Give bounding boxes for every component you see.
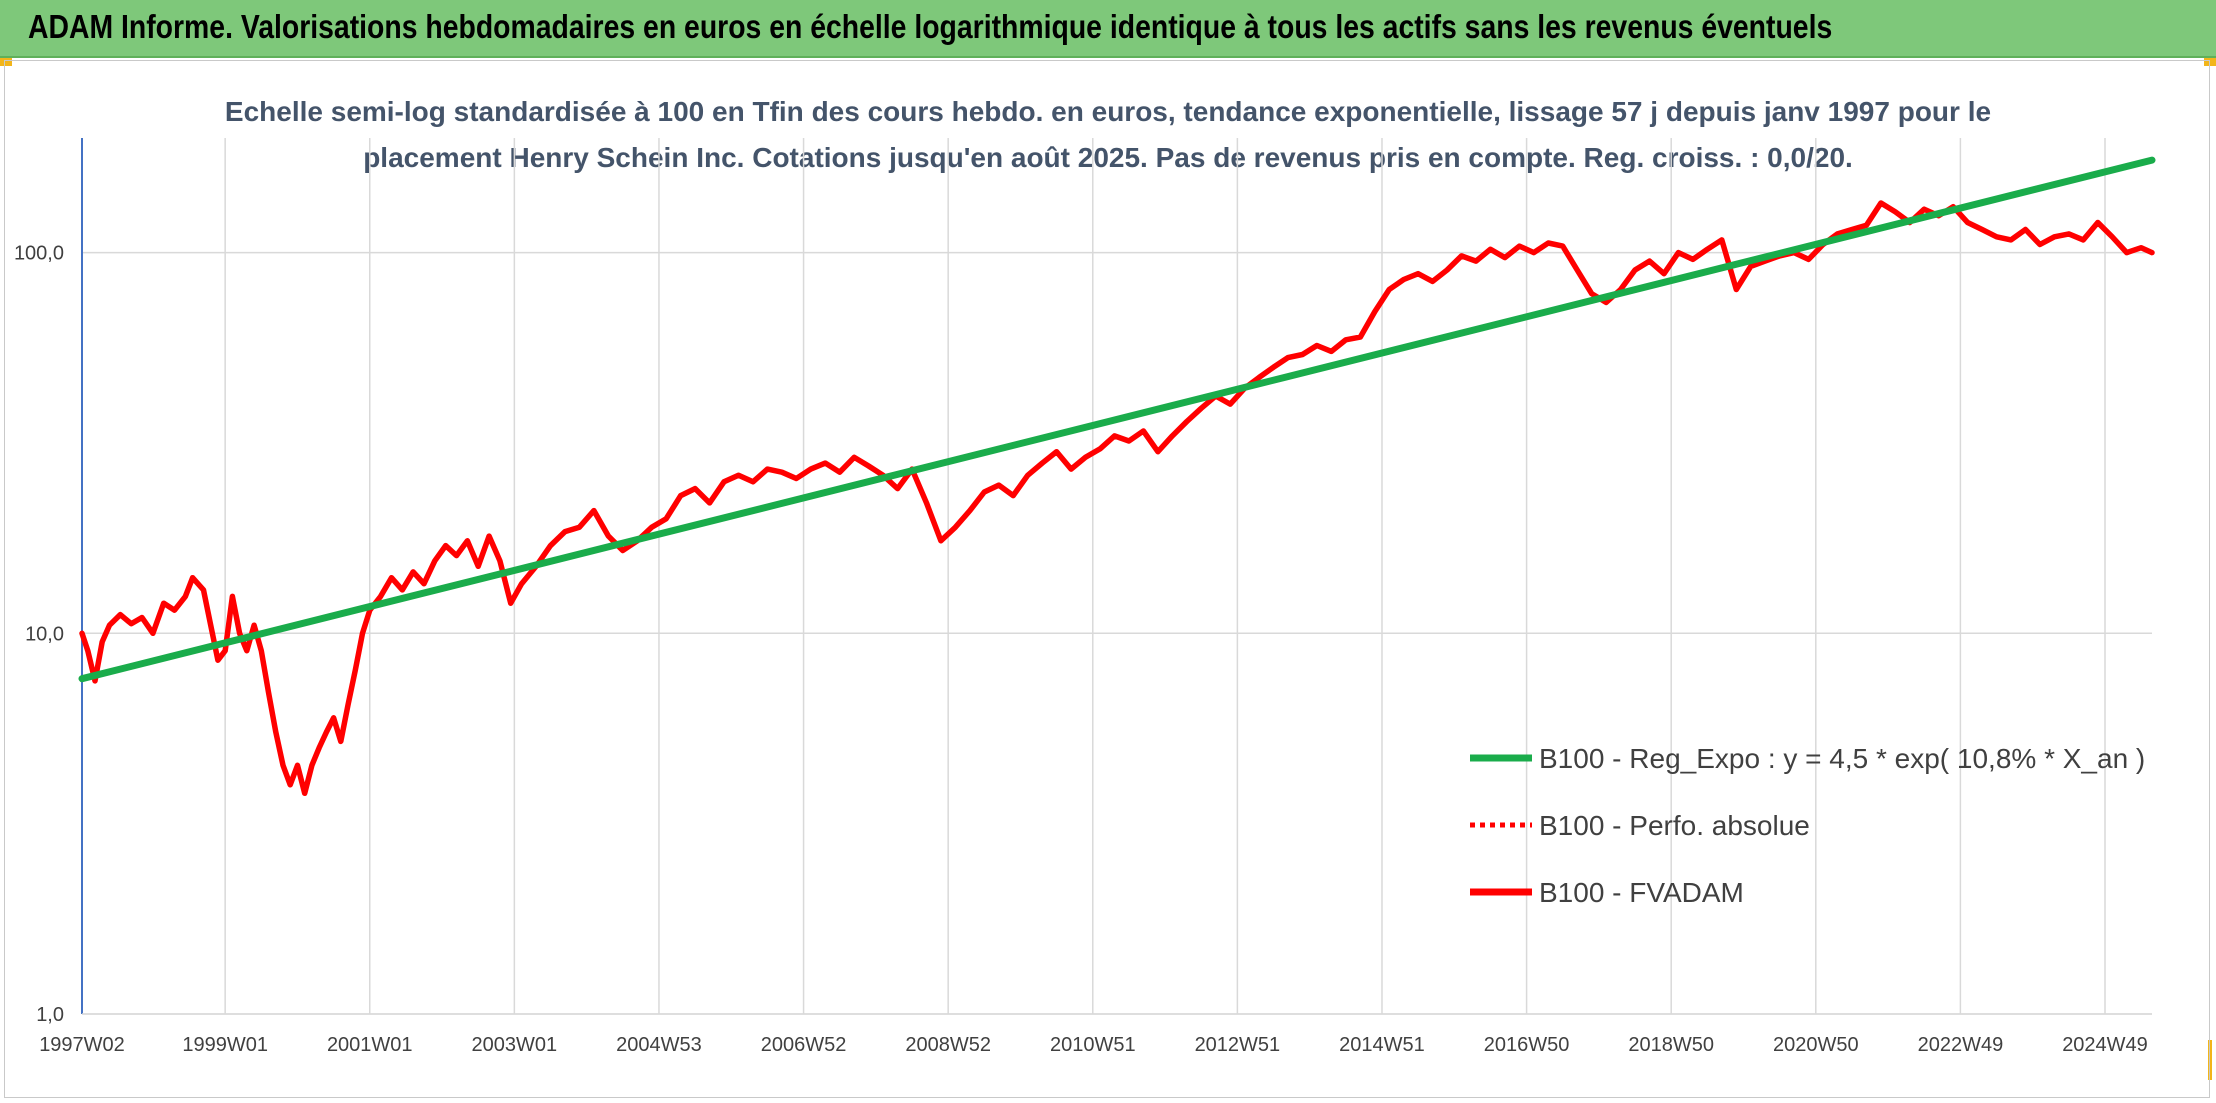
x-tick-label: 2020W50	[1773, 1034, 1859, 1056]
x-tick-label: 2004W53	[616, 1034, 702, 1056]
x-tick-label: 2024W49	[2062, 1034, 2148, 1056]
x-tick-label: 2018W50	[1628, 1034, 1714, 1056]
chart-frame	[4, 60, 2210, 1098]
corner-marker-bottom-right	[2208, 1040, 2212, 1080]
x-tick-label: 2001W01	[327, 1034, 413, 1056]
legend: B100 - Reg_Expo : y = 4,5 * exp( 10,8% *…	[1470, 743, 2145, 908]
page-title: ADAM Informe. Valorisations hebdomadaire…	[28, 8, 1833, 45]
price-line	[79, 200, 2155, 797]
corner-marker-top-right	[2204, 58, 2216, 66]
legend-label: B100 - FVADAM	[1539, 877, 1744, 908]
x-tick-label: 1997W02	[39, 1034, 125, 1056]
chart-title-line-1: Echelle semi-log standardisée à 100 en T…	[224, 96, 1992, 127]
y-tick-label: 1,0	[36, 1004, 64, 1026]
axes: 1,0 10,0 100,0 1997W02 1999W01 2001W01 2003W01…	[14, 138, 2152, 1056]
series	[78, 156, 2156, 797]
x-tick-label: 2012W51	[1195, 1034, 1281, 1056]
x-tick-label: 2016W50	[1484, 1034, 1570, 1056]
corner-marker-top-left	[0, 58, 12, 66]
x-tick-label: 2006W52	[761, 1034, 847, 1056]
x-tick-label: 2022W49	[1918, 1034, 2004, 1056]
header-bar: ADAM Informe. Valorisations hebdomadaire…	[0, 0, 2216, 58]
x-tick-label: 2008W52	[905, 1034, 991, 1056]
x-tick-label: 2014W51	[1339, 1034, 1425, 1056]
legend-label: B100 - Perfo. absolue	[1539, 810, 1810, 841]
x-tick-label: 1999W01	[182, 1034, 268, 1056]
legend-label: B100 - Reg_Expo : y = 4,5 * exp( 10,8% *…	[1539, 743, 2145, 774]
y-tick-label: 100,0	[14, 243, 64, 265]
y-tick-label: 10,0	[25, 623, 64, 645]
trend-line	[78, 156, 2156, 683]
x-tick-label: 2003W01	[472, 1034, 558, 1056]
x-tick-label: 2010W51	[1050, 1034, 1136, 1056]
chart-title-line-2: placement Henry Schein Inc. Cotations ju…	[363, 142, 1853, 173]
